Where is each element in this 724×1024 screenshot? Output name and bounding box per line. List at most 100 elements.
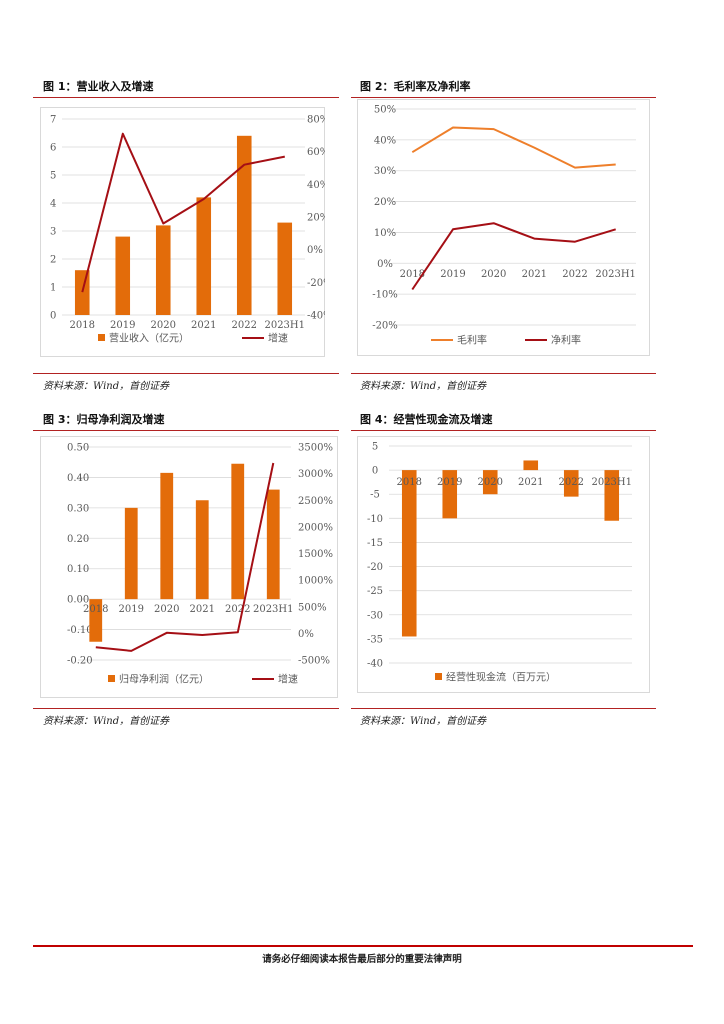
legend-label: 净利率 <box>551 334 581 347</box>
bar-2023H1 <box>604 470 620 521</box>
y-axis-left-tick-label: 0 <box>372 466 378 477</box>
x-axis-tick-label: 2019 <box>440 269 465 280</box>
figure-4-top-rule <box>351 430 656 431</box>
x-axis-tick-label: 2023H1 <box>591 477 632 488</box>
y-axis-left-tick-label: 2 <box>50 255 56 266</box>
y-axis-left-tick-label: 10% <box>374 228 396 239</box>
y-axis-left-tick-label: 0.50 <box>67 443 89 454</box>
bar-2018 <box>89 599 103 642</box>
y-axis-left-tick-label: -10 <box>367 514 383 525</box>
figure-2-chart-panel: -20% -10% 0% 10% 20% 30% 40% 50% 2018 2019 2020 202… <box>357 99 650 360</box>
figure-2-chart: -20% -10% 0% 10% 20% 30% 40% 50% 2018 2019 2020 202… <box>357 99 650 356</box>
bar-2019 <box>115 236 131 315</box>
footer-disclaimer: 请务必仔细阅读本报告最后部分的重要法律声明 <box>262 954 462 965</box>
x-axis-tick-label: 2019 <box>437 477 462 488</box>
y-axis-right-tick-label: 0% <box>307 245 323 256</box>
x-axis-tick-label: 2022 <box>562 269 587 280</box>
bar-2018 <box>74 270 90 315</box>
x-axis-tick-label: 2020 <box>481 269 506 280</box>
x-axis-tick-label: 2018 <box>83 604 108 615</box>
x-axis-tick-label: 2019 <box>119 604 144 615</box>
y-axis-right-tick-label: -20% <box>307 278 325 289</box>
legend-swatch <box>98 334 105 341</box>
series-line-1 <box>411 222 616 291</box>
x-axis-tick-label: 2021 <box>518 477 543 488</box>
legend-label: 归母净利润（亿元） <box>119 673 209 686</box>
bar-2021 <box>196 197 212 315</box>
x-axis-tick-label: 2023H1 <box>595 269 636 280</box>
figure-1-source: 资料来源：Wind，首创证券 <box>43 381 170 392</box>
y-axis-right-tick-label: 3500% <box>298 443 333 454</box>
x-axis-tick-label: 2018 <box>70 320 95 331</box>
y-axis-right-tick-label: 2000% <box>298 522 333 533</box>
y-axis-right-tick-label: -500% <box>298 656 330 667</box>
y-axis-left-tick-label: 0.00 <box>67 595 89 606</box>
figure-3-bottom-rule <box>33 708 339 709</box>
x-axis-tick-label: 2022 <box>232 320 257 331</box>
y-axis-left-tick-label: -15 <box>367 538 383 549</box>
legend-swatch <box>435 673 442 680</box>
legend-label: 营业收入（亿元） <box>109 332 189 345</box>
bar-2019 <box>442 470 458 519</box>
footer-rule <box>33 945 693 947</box>
y-axis-left-tick-label: -25 <box>367 586 383 597</box>
y-axis-left-tick-label: 30% <box>374 166 396 177</box>
y-axis-left-tick-label: 5 <box>50 171 56 182</box>
y-axis-left-tick-label: 5 <box>372 442 378 453</box>
bar-2022 <box>563 470 579 497</box>
y-axis-right-tick-label: 1500% <box>298 549 333 560</box>
bar-2020 <box>160 472 174 600</box>
x-axis-tick-label: 2021 <box>191 320 216 331</box>
figure-3-chart: -0.20 -0.10 0.00 0.10 0.20 0.30 0.40 0.50 -500% 0… <box>40 436 338 698</box>
legend-label: 经营性现金流（百万元） <box>446 671 556 684</box>
y-axis-left-tick-label: -10% <box>372 290 398 301</box>
figure-4-title: 图 4：经营性现金流及增速 <box>360 413 493 426</box>
y-axis-right-tick-label: 500% <box>298 602 327 613</box>
y-axis-right-tick-label: 1000% <box>298 576 333 587</box>
x-axis-tick-label: 2021 <box>522 269 547 280</box>
figure-3-chart-panel: -0.20 -0.10 0.00 0.10 0.20 0.30 0.40 0.50 -500% 0… <box>40 436 338 702</box>
y-axis-left-tick-label: -40 <box>367 659 383 670</box>
figure-3-source: 资料来源：Wind，首创证券 <box>43 716 170 727</box>
y-axis-left-tick-label: 6 <box>50 143 56 154</box>
bar-2022 <box>236 135 252 315</box>
y-axis-right-tick-label: 0% <box>298 629 314 640</box>
figure-4-bottom-rule <box>351 708 656 709</box>
y-axis-left-tick-label: -0.20 <box>67 656 93 667</box>
bar-2020 <box>482 470 498 495</box>
legend-label: 增速 <box>268 332 288 345</box>
y-axis-right-tick-label: 40% <box>307 180 325 191</box>
x-axis-tick-label: 2020 <box>151 320 176 331</box>
y-axis-left-tick-label: 3 <box>50 227 56 238</box>
y-axis-left-tick-label: -35 <box>367 634 383 645</box>
x-axis-tick-label: 2020 <box>154 604 179 615</box>
chart-frame <box>40 436 338 698</box>
y-axis-left-tick-label: 1 <box>50 283 56 294</box>
figure-2-bottom-rule <box>351 373 656 374</box>
y-axis-left-tick-label: -20% <box>372 321 398 332</box>
bar-2022 <box>231 463 245 600</box>
y-axis-left-tick-label: -20 <box>367 562 383 573</box>
y-axis-right-tick-label: 80% <box>307 115 325 126</box>
figure-4-chart-panel: -40 -35 -30 -25 -20 -15 -10 -5 0 5 2018 2019 2020 202… <box>357 436 650 697</box>
bar-2019 <box>124 507 138 600</box>
y-axis-left-tick-label: 0.40 <box>67 473 89 484</box>
x-axis-tick-label: 2018 <box>400 269 425 280</box>
series-line-1 <box>95 462 275 652</box>
y-axis-right-tick-label: 60% <box>307 147 325 158</box>
x-axis-tick-label: 2023H1 <box>253 604 294 615</box>
y-axis-left-tick-label: 0% <box>377 259 393 270</box>
y-axis-right-tick-label: 3000% <box>298 469 333 480</box>
x-axis-tick-label: 2018 <box>397 477 422 488</box>
legend-swatch <box>108 675 115 682</box>
figure-1-bottom-rule <box>33 373 339 374</box>
legend-label: 增速 <box>278 673 298 686</box>
y-axis-left-tick-label: 0.20 <box>67 534 89 545</box>
y-axis-left-tick-label: 20% <box>374 197 396 208</box>
figure-1-top-rule <box>33 97 339 98</box>
figure-1-title: 图 1：营业收入及增速 <box>43 80 154 93</box>
y-axis-right-tick-label: 20% <box>307 213 325 224</box>
figure-2-title: 图 2：毛利率及净利率 <box>360 80 471 93</box>
y-axis-left-tick-label: 50% <box>374 105 396 116</box>
y-axis-left-tick-label: 4 <box>50 199 56 210</box>
